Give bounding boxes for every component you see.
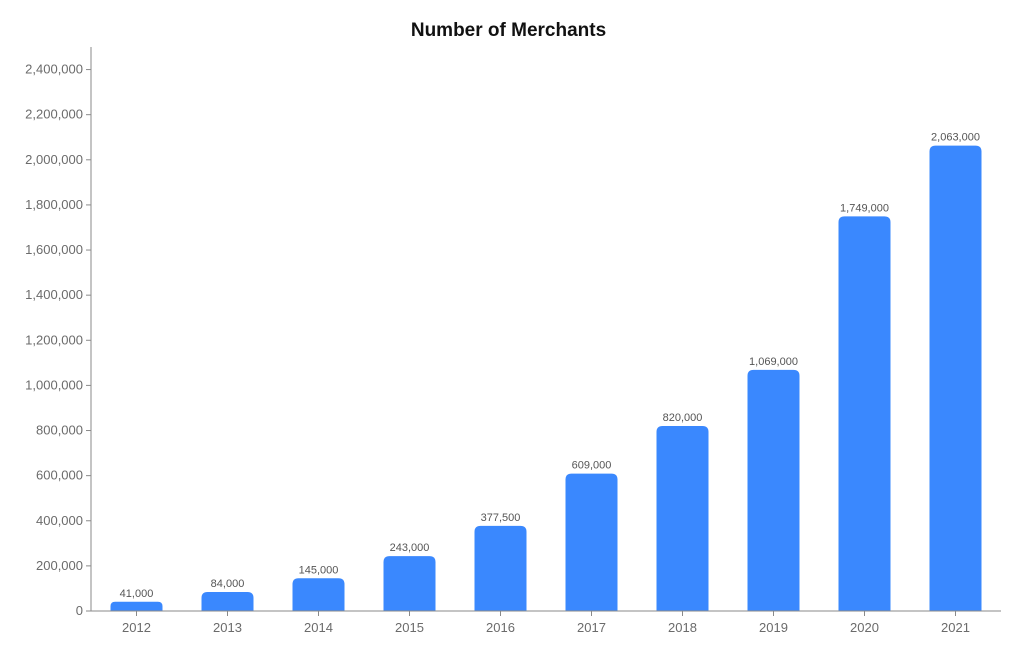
x-tick-label: 2014 xyxy=(304,620,333,635)
y-axis-ticks: 0 200,000 400,000 600,000 800,000 1,000,000 1,… xyxy=(25,62,91,618)
y-tick-label: 800,000 xyxy=(36,423,83,438)
data-label: 609,000 xyxy=(572,460,612,472)
data-label: 41,000 xyxy=(120,588,154,600)
x-tick-label: 2019 xyxy=(759,620,788,635)
y-tick-label: 200,000 xyxy=(36,558,83,573)
bar-2013 xyxy=(201,592,254,611)
x-tick-label: 2017 xyxy=(577,620,606,635)
y-tick-label: 1,600,000 xyxy=(25,242,83,257)
data-labels-group: 41,000 84,000 145,000 243,000 377,500 609,000… xyxy=(120,132,980,600)
y-tick-label: 600,000 xyxy=(36,468,83,483)
bar-2018 xyxy=(656,426,709,611)
x-axis-ticks: 2012 2013 2014 2015 2016 2017 2018 2019 2020 2021 xyxy=(122,611,970,635)
y-tick-label: 400,000 xyxy=(36,513,83,528)
bar-2012 xyxy=(110,601,163,611)
y-tick-label: 0 xyxy=(76,603,83,618)
data-label: 1,749,000 xyxy=(840,202,889,214)
bars-group xyxy=(110,145,982,611)
x-tick-label: 2018 xyxy=(668,620,697,635)
bar-2019 xyxy=(747,369,800,611)
bar-2015 xyxy=(383,556,436,611)
data-label: 145,000 xyxy=(299,564,339,576)
bar-2021 xyxy=(929,145,982,611)
y-tick-label: 1,800,000 xyxy=(25,197,83,212)
x-tick-label: 2021 xyxy=(941,620,970,635)
y-tick-label: 2,200,000 xyxy=(25,107,83,122)
y-tick-label: 1,000,000 xyxy=(25,377,83,392)
bar-2016 xyxy=(474,525,527,611)
y-tick-label: 1,400,000 xyxy=(25,287,83,302)
data-label: 820,000 xyxy=(663,412,703,424)
data-label: 377,500 xyxy=(481,512,521,524)
x-tick-label: 2013 xyxy=(213,620,242,635)
bar-2020 xyxy=(838,216,891,611)
data-label: 84,000 xyxy=(211,578,245,590)
data-label: 243,000 xyxy=(390,542,430,554)
y-tick-label: 2,000,000 xyxy=(25,152,83,167)
bar-2017 xyxy=(565,473,618,611)
x-tick-label: 2012 xyxy=(122,620,151,635)
chart-title: Number of Merchants xyxy=(410,20,607,41)
data-label: 1,069,000 xyxy=(749,356,798,368)
x-tick-label: 2015 xyxy=(395,620,424,635)
x-tick-label: 2016 xyxy=(486,620,515,635)
x-tick-label: 2020 xyxy=(850,620,879,635)
bar-2014 xyxy=(292,578,345,611)
data-label: 2,063,000 xyxy=(931,132,980,144)
y-tick-label: 1,200,000 xyxy=(25,332,83,347)
y-tick-label: 2,400,000 xyxy=(25,62,83,77)
